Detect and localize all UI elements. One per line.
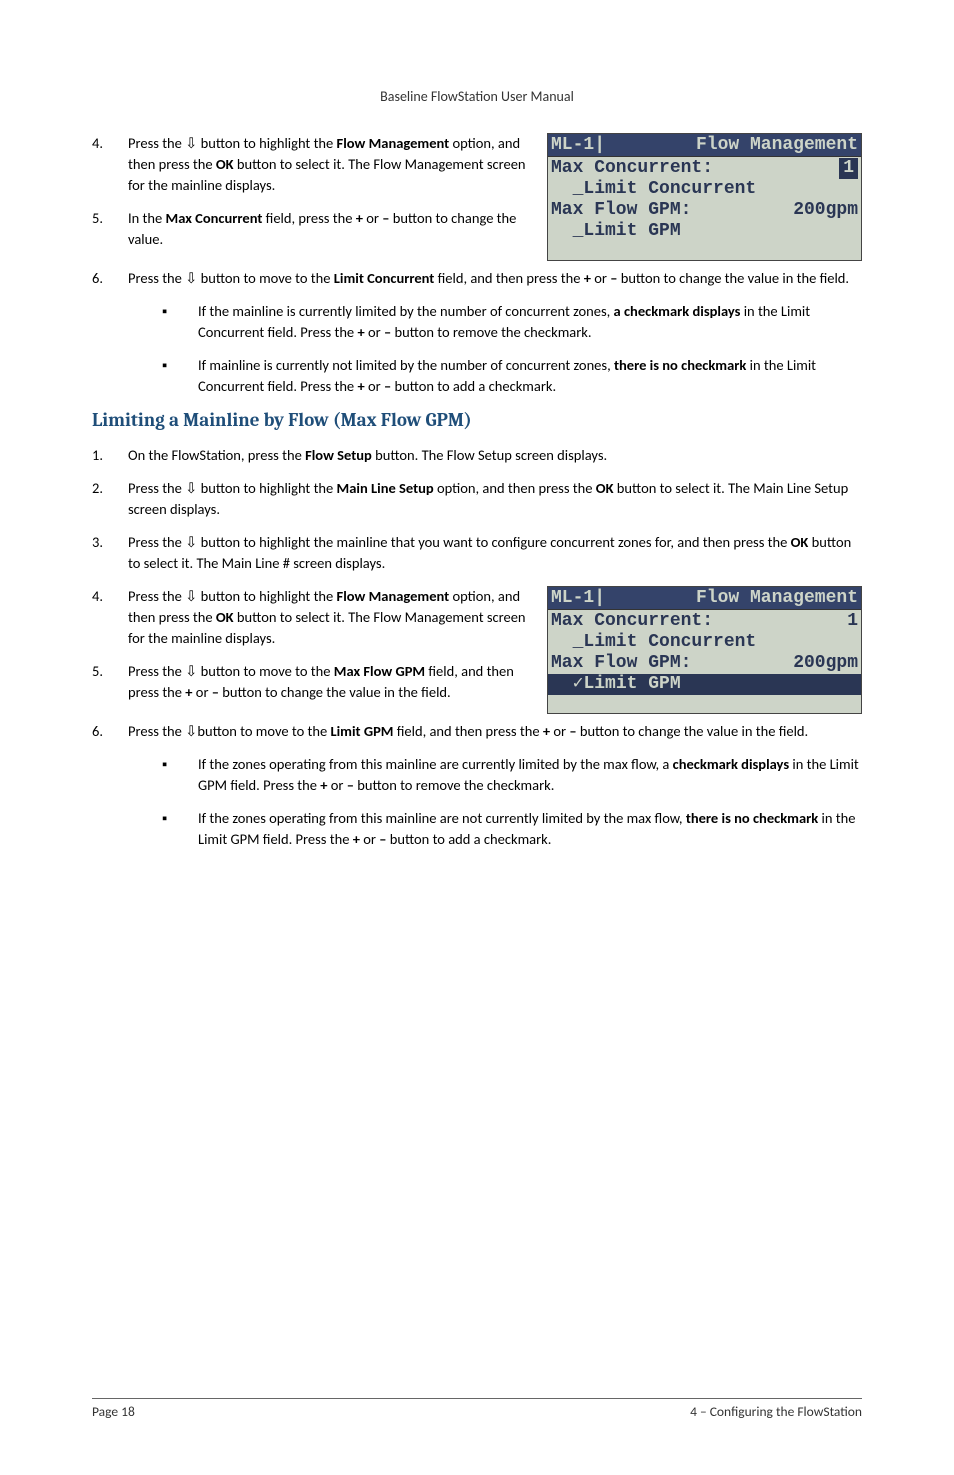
section-a-item-6: 6. Press the ⇩ button to move to the Lim…	[92, 268, 862, 289]
bullet-text: If the mainline is currently limited by …	[198, 301, 862, 343]
section-a-bullets: ▪If the mainline is currently limited by…	[162, 301, 862, 397]
section-a-list-top: 4. Press the ⇩ button to highlight the F…	[92, 133, 531, 250]
section-b-bullets: ▪If the zones operating from this mainli…	[162, 754, 862, 850]
lcd-title-left: ML-1|	[551, 136, 605, 154]
list-num: 3.	[92, 532, 128, 574]
lcd-line: Max Concurrent:	[551, 611, 847, 632]
list-num: 5.	[92, 661, 128, 703]
bullet-icon: ▪	[162, 754, 198, 796]
section-b-item-6: 6. Press the ⇩button to move to the Limi…	[92, 721, 862, 742]
lcd-screenshot-2: ML-1| Flow Management Max Concurrent:1 _…	[547, 586, 862, 714]
lcd-line: Max Flow GPM:	[551, 200, 793, 221]
list-text: Press the ⇩ button to highlight the Main…	[128, 478, 862, 520]
page-header: Baseline FlowStation User Manual	[92, 88, 862, 105]
lcd-line: _Limit Concurrent	[551, 179, 858, 200]
bullet-icon: ▪	[162, 808, 198, 850]
list-num: 4.	[92, 133, 128, 196]
lcd-title-right: Flow Management	[605, 589, 858, 607]
lcd-title-right: Flow Management	[605, 136, 858, 154]
list-text: Press the ⇩ button to highlight the Flow…	[128, 586, 531, 649]
lcd-value: 200gpm	[793, 200, 858, 221]
list-text: Press the ⇩ button to move to the Max Fl…	[128, 661, 531, 703]
lcd-value-inv: 1	[839, 158, 858, 179]
list-num: 4.	[92, 586, 128, 649]
section-heading: Limiting a Mainline by Flow (Max Flow GP…	[92, 409, 862, 431]
lcd-value: 200gpm	[793, 653, 858, 674]
lcd-value: 1	[847, 611, 858, 632]
bullet-text: If the zones operating from this mainlin…	[198, 754, 862, 796]
footer-right: 4 – Configuring the FlowStation	[690, 1403, 862, 1420]
list-text: In the Max Concurrent field, press the +…	[128, 208, 531, 250]
bullet-icon: ▪	[162, 301, 198, 343]
list-text: Press the ⇩ button to move to the Limit …	[128, 268, 862, 289]
bullet-text: If the zones operating from this mainlin…	[198, 808, 862, 850]
list-num: 6.	[92, 268, 128, 289]
bullet-text: If mainline is currently not limited by …	[198, 355, 862, 397]
lcd-screenshot-1: ML-1| Flow Management Max Concurrent:1 _…	[547, 133, 862, 261]
lcd-line-selected: ✓Limit GPM	[551, 674, 858, 695]
list-text: Press the ⇩ button to highlight the main…	[128, 532, 862, 574]
footer-left: Page 18	[92, 1403, 135, 1420]
list-num: 2.	[92, 478, 128, 520]
lcd-line: _Limit GPM	[551, 221, 858, 242]
list-num: 6.	[92, 721, 128, 742]
lcd-title-left: ML-1|	[551, 589, 605, 607]
list-num: 1.	[92, 445, 128, 466]
list-text: Press the ⇩button to move to the Limit G…	[128, 721, 862, 742]
lcd-line: Max Concurrent:	[551, 158, 839, 179]
list-text: On the FlowStation, press the Flow Setup…	[128, 445, 862, 466]
lcd-line: _Limit Concurrent	[551, 632, 858, 653]
list-num: 5.	[92, 208, 128, 250]
section-b-list-top: 1. On the FlowStation, press the Flow Se…	[92, 445, 862, 574]
list-text: Press the ⇩ button to highlight the Flow…	[128, 133, 531, 196]
bullet-icon: ▪	[162, 355, 198, 397]
page-footer: Page 18 4 – Configuring the FlowStation	[92, 1398, 862, 1420]
section-b-list-mid: 4. Press the ⇩ button to highlight the F…	[92, 586, 531, 703]
lcd-line: Max Flow GPM:	[551, 653, 793, 674]
